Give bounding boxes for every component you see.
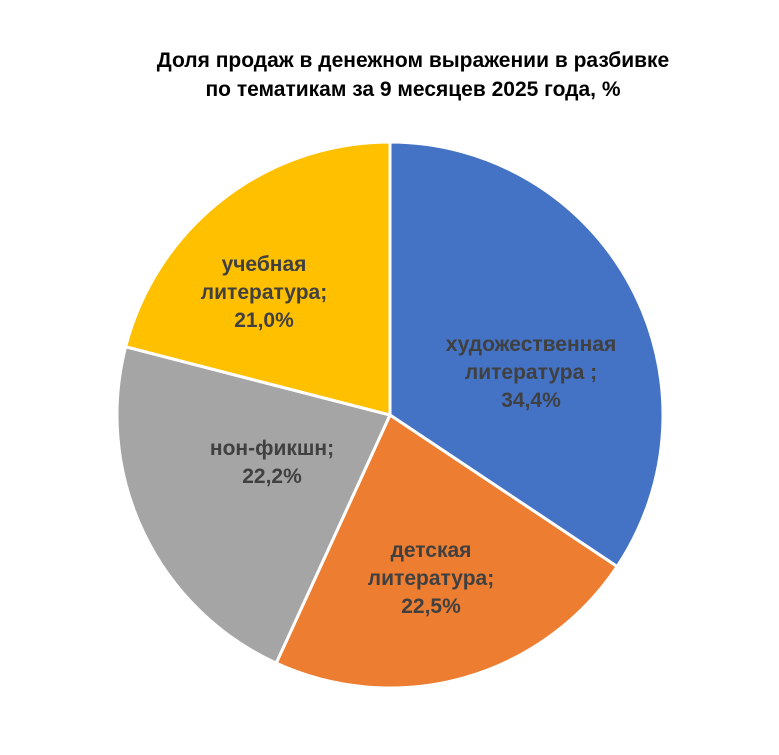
data-label-художественная-литература: художественная литература ; 34,4%	[446, 333, 617, 412]
data-label-line: учебная	[222, 253, 307, 276]
data-label-line: литература ;	[465, 361, 597, 384]
data-label-line: литература;	[368, 567, 494, 590]
data-label-line: литература;	[201, 281, 327, 304]
data-label-нон-фикшн: нон-фикшн; 22,2%	[210, 437, 334, 488]
data-label-line: 22,5%	[401, 595, 461, 618]
chart-title-line-1: Доля продаж в денежном выражении в разби…	[156, 49, 670, 72]
pie-slice-нон-фикшн	[115, 345, 392, 665]
data-label-line: детская	[391, 539, 472, 562]
data-label-line: 22,2%	[242, 465, 302, 488]
data-label-line: 21,0%	[234, 309, 294, 332]
data-label-детская-литература: детская литература; 22,5%	[368, 539, 494, 618]
data-label-line: нон-фикшн;	[210, 437, 334, 460]
chart-title: Доля продаж в денежном выражении в разби…	[0, 46, 779, 104]
chart-title-line-2: по тематикам за 9 месяцев 2025 года, %	[205, 78, 621, 101]
pie-slice-учебная-литература	[124, 140, 392, 417]
data-label-учебная-литература: учебная литература; 21,0%	[201, 253, 327, 332]
pie-slice-детская-литература	[274, 413, 619, 690]
data-label-line: художественная	[446, 333, 617, 356]
data-label-line: 34,4%	[501, 389, 561, 412]
